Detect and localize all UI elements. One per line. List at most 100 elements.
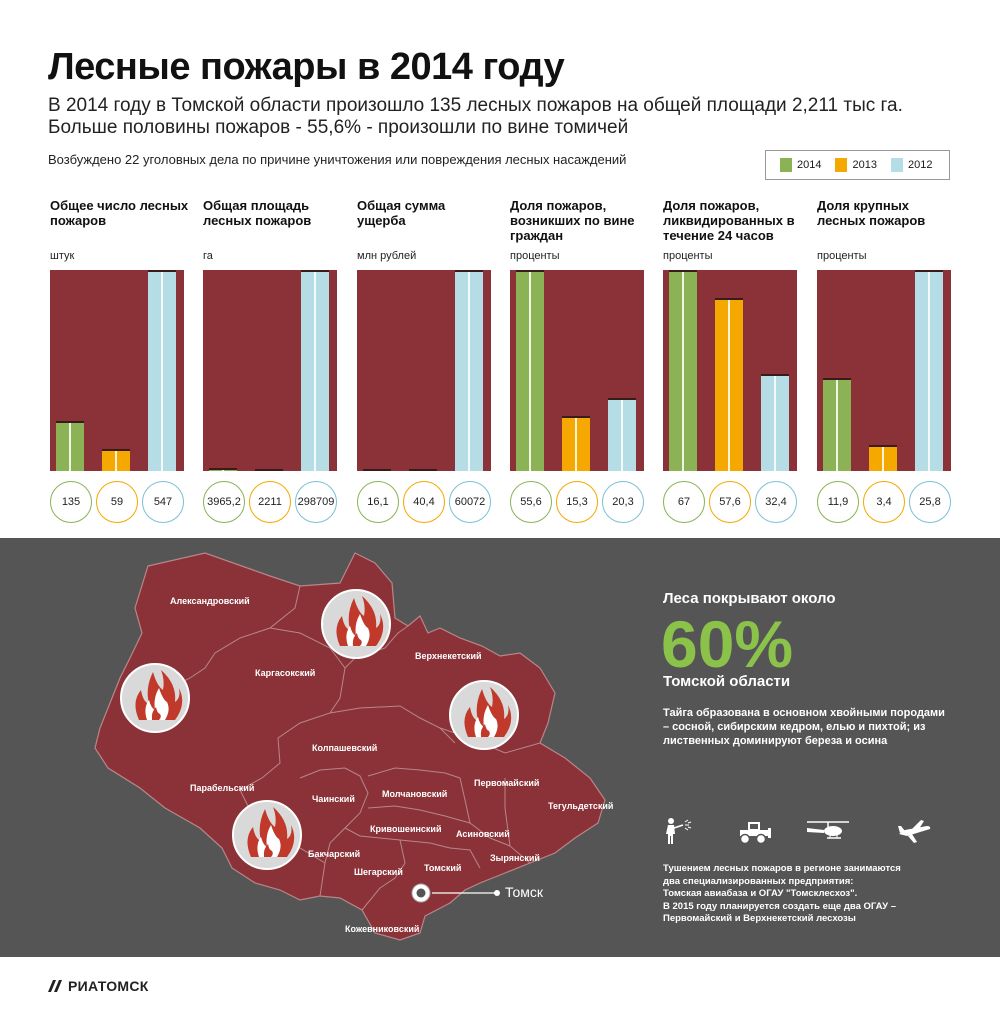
- value-label-2013: 59: [96, 481, 138, 523]
- bar-2012: [455, 270, 483, 471]
- value-label-2014: 11,9: [817, 481, 859, 523]
- region-tomsky: Томский: [424, 863, 461, 873]
- tomsk-leader-dot: [494, 890, 500, 896]
- bar-2012: [301, 270, 329, 471]
- value-label-2012: 20,3: [602, 481, 644, 523]
- airplane-icon: [898, 820, 931, 843]
- fire-icon: [321, 589, 391, 659]
- bar-2013: [562, 415, 590, 472]
- value-label-2012: 25,8: [909, 481, 951, 523]
- chart-title: Общая сумма ущерба: [357, 198, 446, 228]
- value-label-2013: 15,3: [556, 481, 598, 523]
- chart-title: Доля пожаров, возникших по вине граждан: [510, 198, 635, 243]
- chart-unit-label: штук: [50, 250, 75, 262]
- firefighting-line-1: Тушением лесных пожаров в регионе занима…: [663, 863, 901, 874]
- tomsk-city-dot: [416, 888, 426, 898]
- chart-unit-label: га: [203, 250, 213, 262]
- lead-text: В 2014 году в Томской области произошло …: [48, 95, 903, 139]
- helicopter-icon: [807, 821, 849, 839]
- tomsk-city-label: Томск: [505, 884, 544, 900]
- chart-unit-label: проценты: [510, 250, 560, 262]
- value-label-2012: 32,4: [755, 481, 797, 523]
- fire-icon: [449, 680, 519, 750]
- region-pervomaysky: Первомайский: [474, 778, 539, 788]
- region-teguldetsky: Тегульдетский: [548, 801, 613, 811]
- bar-2014: [209, 468, 237, 471]
- value-label-2013: 40,4: [403, 481, 445, 523]
- chart-unit-label: проценты: [817, 250, 867, 262]
- bar-2013: [869, 444, 897, 472]
- page-title: Лесные пожары в 2014 году: [48, 46, 565, 88]
- bar-2012: [148, 270, 176, 471]
- forest-percentage: 60%: [661, 607, 794, 681]
- chart-unit-label: проценты: [663, 250, 713, 262]
- region-kozhevnikovsky: Кожевниковский: [345, 924, 419, 934]
- bar-2012: [608, 397, 636, 472]
- chart-plot-area: [357, 270, 491, 471]
- firefighting-line-3: Томская авиабаза и ОГАУ "Томсклесхоз".: [663, 888, 858, 899]
- chart-title: Доля крупных лесных пожаров: [817, 198, 926, 228]
- region-shegarsky: Шегарский: [354, 867, 403, 877]
- firefighting-line-4: В 2015 году планируется создать еще два …: [663, 900, 897, 912]
- ria-logo-icon: [48, 980, 62, 992]
- ria-tomsk-logo: РИАТОМСК: [48, 978, 149, 994]
- legend-swatch-2012: [890, 158, 903, 172]
- value-label-2014: 3965,2: [203, 481, 245, 523]
- fire-icons: [120, 589, 519, 870]
- region-kargasoksky: Каргасокский: [255, 668, 315, 678]
- bar-2014: [56, 421, 84, 471]
- legend-swatch-2014: [780, 158, 792, 172]
- lead-line-2: Больше половины пожаров - 55,6% - произо…: [48, 117, 629, 138]
- forest-outro: Томской области: [663, 673, 791, 690]
- bar-2012: [915, 270, 943, 471]
- value-label-2012: 298709: [295, 481, 337, 523]
- legend-label-2013: 2013: [852, 159, 877, 171]
- chart-title: Общее число лесных пожаров: [50, 198, 189, 228]
- value-label-2014: 135: [50, 481, 92, 523]
- tomsk-region-map: Александровский Каргасокский Верхнекетск…: [94, 552, 613, 941]
- bar-2013: [102, 449, 130, 471]
- bar-2013: [409, 469, 437, 471]
- legend-swatch-2013: [835, 158, 848, 172]
- region-kolpashevsky: Колпашевский: [312, 743, 377, 753]
- legend: 2014 2013 2012: [765, 150, 950, 180]
- legend-label-2014: 2014: [797, 159, 822, 171]
- firefighting-icons: [663, 816, 943, 846]
- region-zyryansky: Зырянский: [490, 853, 540, 863]
- region-molchanovsky: Молчановский: [382, 789, 447, 799]
- bar-2013: [255, 469, 283, 471]
- bar-2014: [516, 270, 544, 471]
- chart-plot-area: [663, 270, 797, 472]
- forest-intro: Леса покрывают около: [663, 590, 836, 607]
- region-borders: [169, 585, 541, 911]
- value-label-2014: 67: [663, 481, 705, 523]
- firefighting-line-5: Первомайский и Верхнекетский лесхозы: [663, 913, 856, 924]
- firefighter-icon: [666, 818, 692, 844]
- value-label-2013: 57,6: [709, 481, 751, 523]
- region-parabelsky: Парабельский: [190, 783, 254, 793]
- bar-2012: [761, 373, 789, 472]
- region-aleksandrovsky: Александровский: [170, 596, 250, 606]
- firefighting-line-2: два специализированных предприятия:: [663, 875, 854, 887]
- region-verkhneketsky: Верхнекетский: [415, 651, 482, 661]
- chart-plot-area: [203, 270, 337, 471]
- legend-label-2012: 2012: [907, 159, 933, 171]
- taiga-description: Тайга образована в основном хвойными пор…: [663, 707, 945, 747]
- region-asinovsky: Асиновский: [456, 829, 510, 839]
- legend-item-2012: 2012: [890, 158, 933, 172]
- chart-unit-label: млн рублей: [357, 250, 417, 262]
- value-label-2014: 55,6: [510, 481, 552, 523]
- value-label-2012: 60072: [449, 481, 491, 523]
- bar-2013: [715, 298, 743, 471]
- value-label-2013: 3,4: [863, 481, 905, 523]
- chart-plot-area: [817, 270, 951, 472]
- region-chainsky: Чаинский: [312, 794, 355, 804]
- fire-icon: [120, 663, 190, 733]
- region-bakcharsky: Бакчарский: [308, 849, 360, 859]
- map-territory: [94, 552, 606, 941]
- legend-item-2013: 2013: [835, 158, 877, 172]
- lead-line-1: В 2014 году в Томской области произошло …: [48, 95, 903, 116]
- chart-title: Доля пожаров, ликвидированных в течение …: [663, 198, 795, 243]
- bar-2014: [669, 270, 697, 471]
- value-label-2013: 2211: [249, 481, 291, 523]
